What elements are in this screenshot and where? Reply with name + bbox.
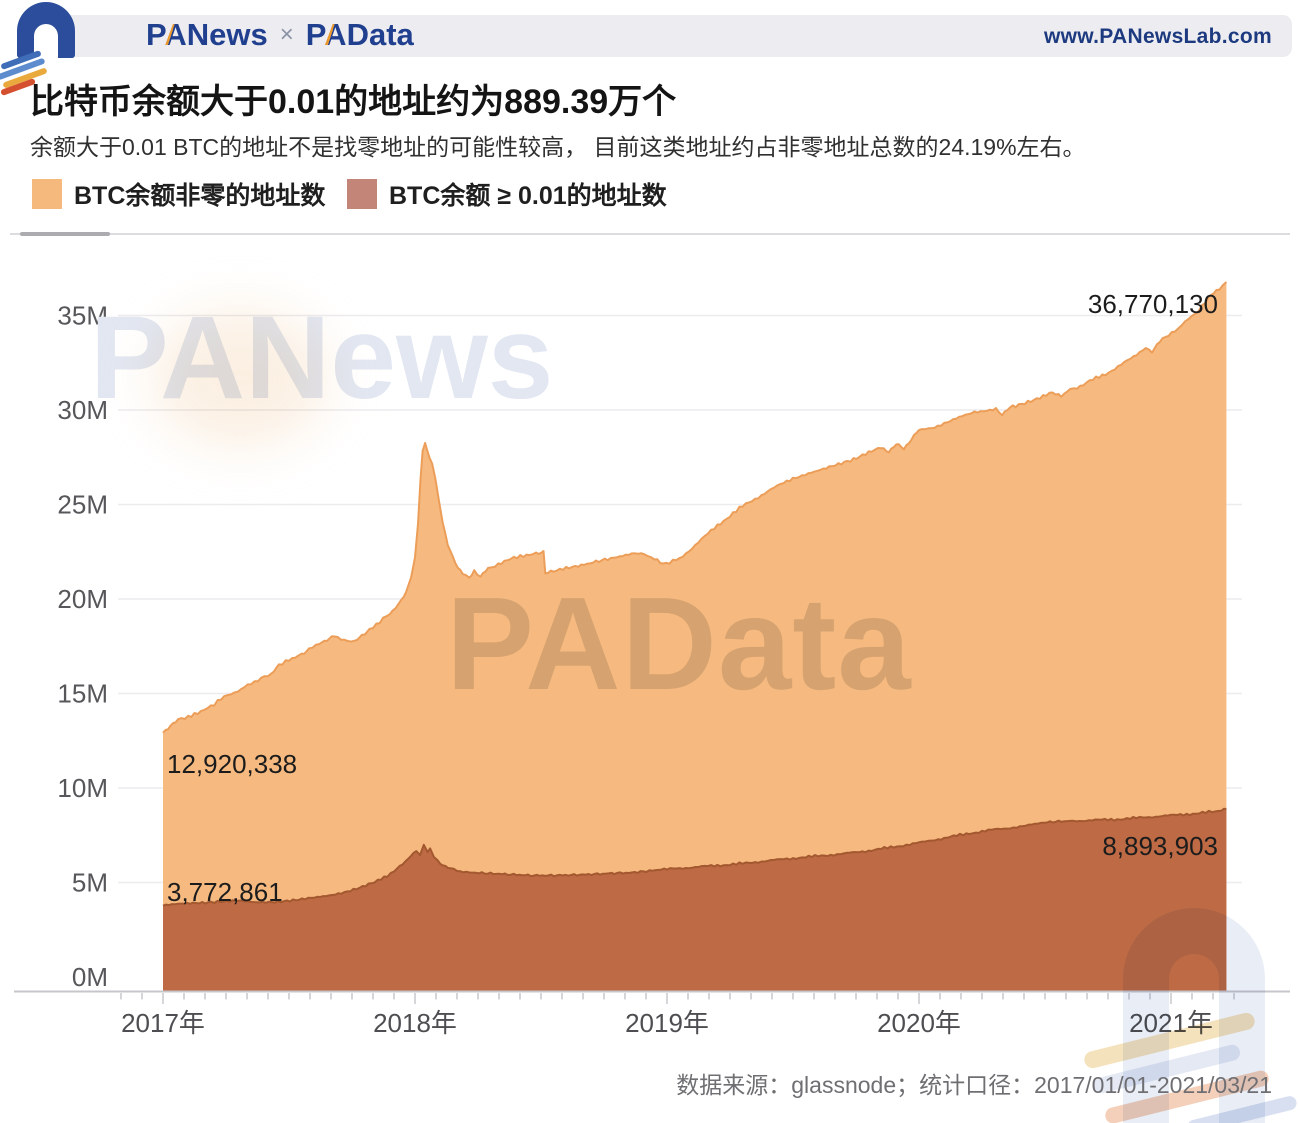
page-subtitle: 余额大于0.01 BTC的地址不是找零地址的可能性较高， 目前这类地址约占非零地…: [30, 134, 1086, 160]
legend-label-nonzero: BTC余额非零的地址数: [74, 182, 326, 210]
legend-item-nonzero: BTC余额非零的地址数: [32, 176, 325, 212]
legend-swatch-gte001: [347, 179, 377, 209]
divider-track: [10, 233, 1290, 235]
site-url: www.PANewsLab.com: [1044, 25, 1272, 48]
brand-panews: PANews: [146, 17, 268, 52]
svg-text:25M: 25M: [57, 490, 108, 520]
annotation-nonzero-end: 36,770,130: [1087, 289, 1218, 319]
brand-separator: ×: [279, 21, 294, 48]
svg-text:10M: 10M: [57, 773, 108, 803]
legend-swatch-nonzero: [32, 179, 62, 209]
legend-item-gte001: BTC余额 ≥ 0.01的地址数: [347, 176, 667, 212]
legend-label-gte001: BTC余额 ≥ 0.01的地址数: [389, 182, 667, 210]
svg-text:0M: 0M: [72, 962, 108, 992]
svg-text:2018年: 2018年: [373, 1008, 457, 1038]
svg-text:35M: 35M: [57, 301, 108, 331]
annotation-gte001-end: 8,893,903: [1102, 831, 1218, 861]
divider-thumb: [20, 232, 110, 236]
data-source-line: 数据来源：glassnode；统计口径：2017/01/01-2021/03/2…: [676, 1072, 1272, 1098]
svg-text:2020年: 2020年: [877, 1008, 961, 1038]
svg-text:15M: 15M: [57, 679, 108, 709]
page-title: 比特币余额大于0.01的地址约为889.39万个: [30, 83, 677, 121]
brand-padata: PAData: [305, 17, 414, 52]
watermark-padata: PAData: [446, 570, 912, 717]
svg-text:2019年: 2019年: [625, 1008, 709, 1038]
svg-text:20M: 20M: [57, 584, 108, 614]
watermark-orange-glow: [150, 308, 330, 448]
svg-text:30M: 30M: [57, 395, 108, 425]
header-band: [36, 15, 1292, 57]
brand-lockup: PANews × PAData: [146, 17, 414, 53]
svg-text:5M: 5M: [72, 868, 108, 898]
annotation-gte001-start: 3,772,861: [167, 877, 283, 907]
svg-text:2017年: 2017年: [121, 1008, 205, 1038]
annotation-nonzero-start: 12,920,338: [167, 749, 298, 779]
